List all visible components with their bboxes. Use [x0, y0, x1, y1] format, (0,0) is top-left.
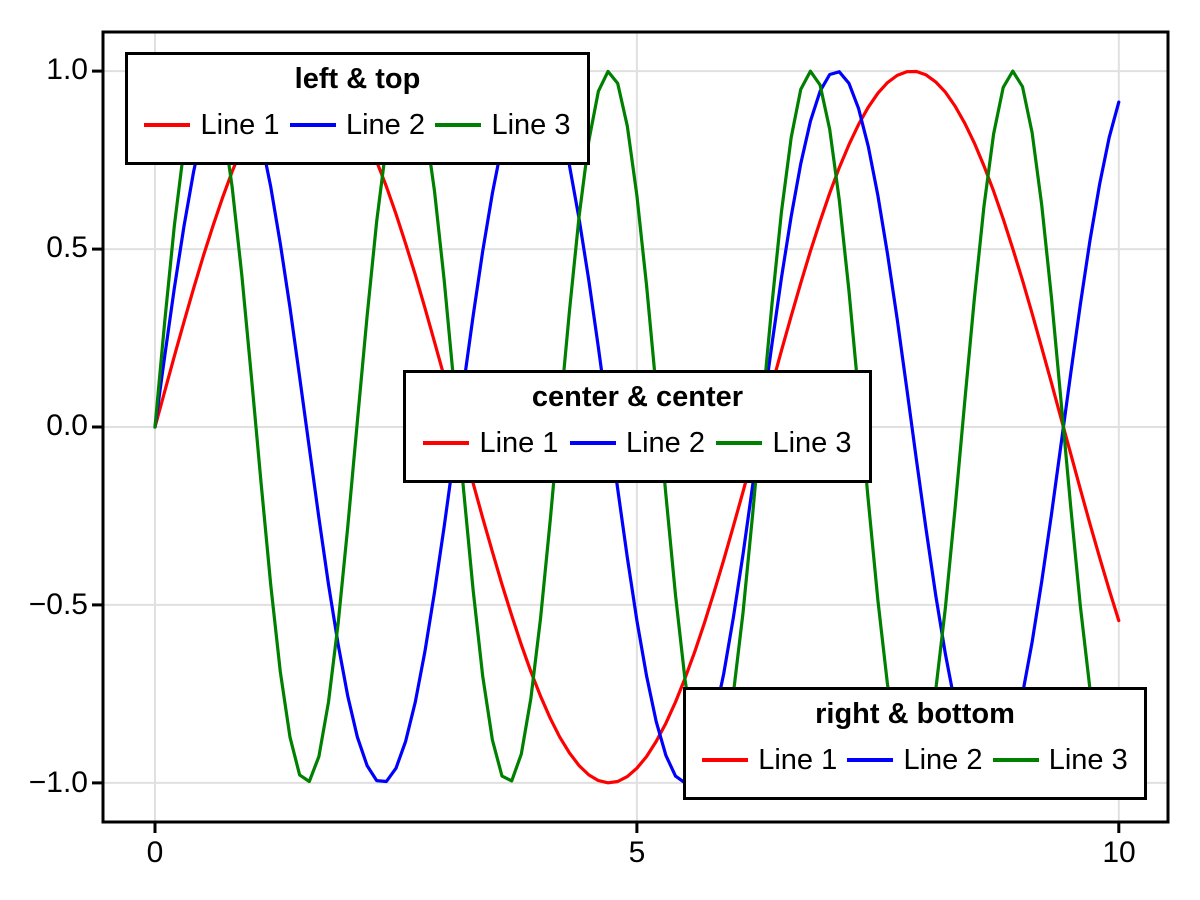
line1-swatch-icon: [702, 757, 749, 762]
x-tick-label: 0: [146, 836, 164, 869]
legend-entry-label: Line 3: [772, 426, 852, 459]
legend-title: right & bottom: [815, 698, 1015, 730]
legend-entries: Line 1 Line 2 Line 3: [686, 730, 1144, 797]
legend-title: center & center: [531, 381, 744, 413]
line3-swatch-icon: [992, 757, 1039, 762]
x-tick-label: 10: [1102, 836, 1136, 869]
line3-swatch-icon: [716, 440, 763, 445]
legend-entry-label: Line 2: [345, 108, 425, 141]
legend-center-center: center & center Line 1 Line 2 Line 3: [403, 370, 872, 483]
line2-swatch-icon: [847, 757, 894, 762]
y-tick-label: 0.5: [46, 231, 88, 264]
legend-entry-label: Line 3: [491, 108, 571, 141]
legend-left-top: left & top Line 1 Line 2 Line 3: [125, 52, 590, 165]
y-tick-label: 0.0: [46, 409, 88, 442]
legend-entry-label: Line 2: [625, 426, 705, 459]
legend-entry-label: Line 1: [479, 426, 559, 459]
legend-entry-label: Line 1: [758, 743, 838, 776]
legend-entry: Line 1: [702, 744, 837, 776]
legend-entries: Line 1 Line 2 Line 3: [128, 95, 587, 162]
legend-entries: Line 1 Line 2 Line 3: [406, 413, 869, 480]
y-tick-label: −0.5: [28, 588, 88, 621]
legend-entry: Line 2: [289, 108, 425, 141]
legend-right-bottom: right & bottom Line 1 Line 2 Line 3: [683, 687, 1147, 800]
x-tick-label: 5: [628, 836, 646, 869]
line2-swatch-icon: [289, 122, 336, 127]
legend-entry: Line 1: [423, 426, 559, 459]
y-tick-label: 1.0: [46, 53, 88, 86]
legend-entry: Line 3: [992, 743, 1128, 776]
legend-entry: Line 3: [716, 426, 852, 459]
line2-swatch-icon: [569, 440, 616, 445]
legend-entry: Line 2: [847, 743, 983, 776]
legend-entry: Line 2: [569, 426, 705, 459]
legend-entry-label: Line 3: [1048, 743, 1128, 776]
legend-title: left & top: [294, 63, 421, 95]
legend-entry-label: Line 1: [200, 108, 280, 141]
legend-entry: Line 3: [435, 108, 571, 141]
line1-swatch-icon: [144, 122, 191, 127]
y-tick-label: −1.0: [28, 766, 88, 799]
line3-swatch-icon: [435, 122, 482, 127]
legend-entry: Line 1: [144, 108, 280, 141]
line1-swatch-icon: [423, 440, 470, 445]
legend-entry-label: Line 2: [903, 743, 983, 776]
